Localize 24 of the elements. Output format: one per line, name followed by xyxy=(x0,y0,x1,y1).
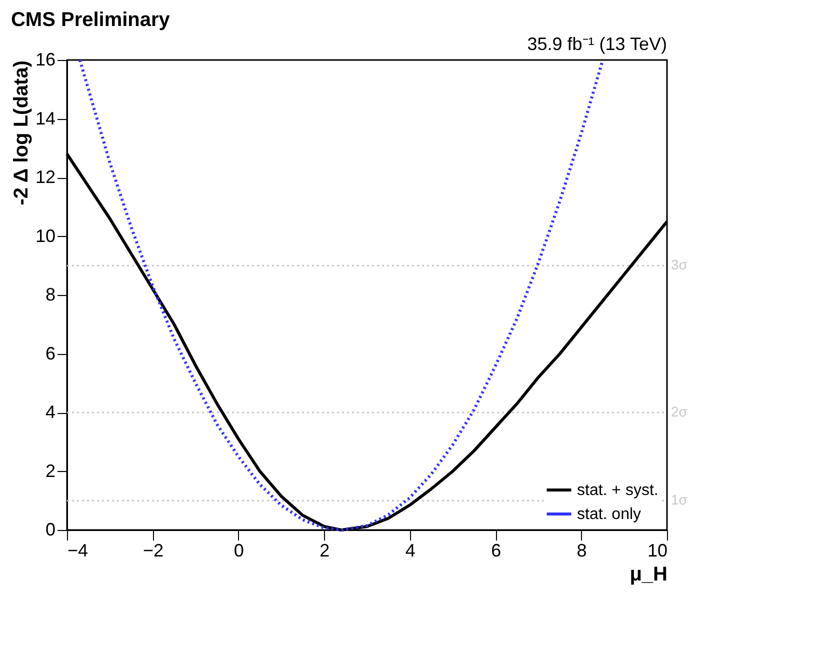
y-tick-label: 8 xyxy=(45,284,56,304)
chart-title: CMS Preliminary xyxy=(10,9,171,31)
legend-label: stat. only xyxy=(577,506,642,523)
x-tick-label: 0 xyxy=(234,540,244,560)
y-tick-label: 10 xyxy=(35,226,56,246)
y-tick-label: 14 xyxy=(35,108,56,128)
y-tick-label: 2 xyxy=(45,460,56,481)
x-tick-label: 4 xyxy=(405,540,416,560)
line-series xyxy=(78,58,604,532)
x-tick-label: 10 xyxy=(647,540,668,560)
text: 35.9 fb⁻¹ (13 TeV) xyxy=(527,34,667,54)
legend-label: stat. + syst. xyxy=(577,482,658,499)
x-tick-label: −2 xyxy=(142,540,164,560)
x-tick-label: 2 xyxy=(320,540,330,560)
x-tick-label: 6 xyxy=(491,540,502,560)
y-tick-label: 16 xyxy=(35,50,56,70)
y-tick-label: 12 xyxy=(35,167,56,187)
x-tick-label: −4 xyxy=(68,540,88,560)
x-axis-title: μ_H xyxy=(630,564,668,586)
y-axis-title: -2 Δ log L(data) xyxy=(10,60,32,206)
x-tick-label: 8 xyxy=(576,540,587,560)
y-tick-label: 4 xyxy=(45,402,56,422)
y-tick-label: 0 xyxy=(45,520,56,540)
y-tick-label: 6 xyxy=(45,343,56,364)
